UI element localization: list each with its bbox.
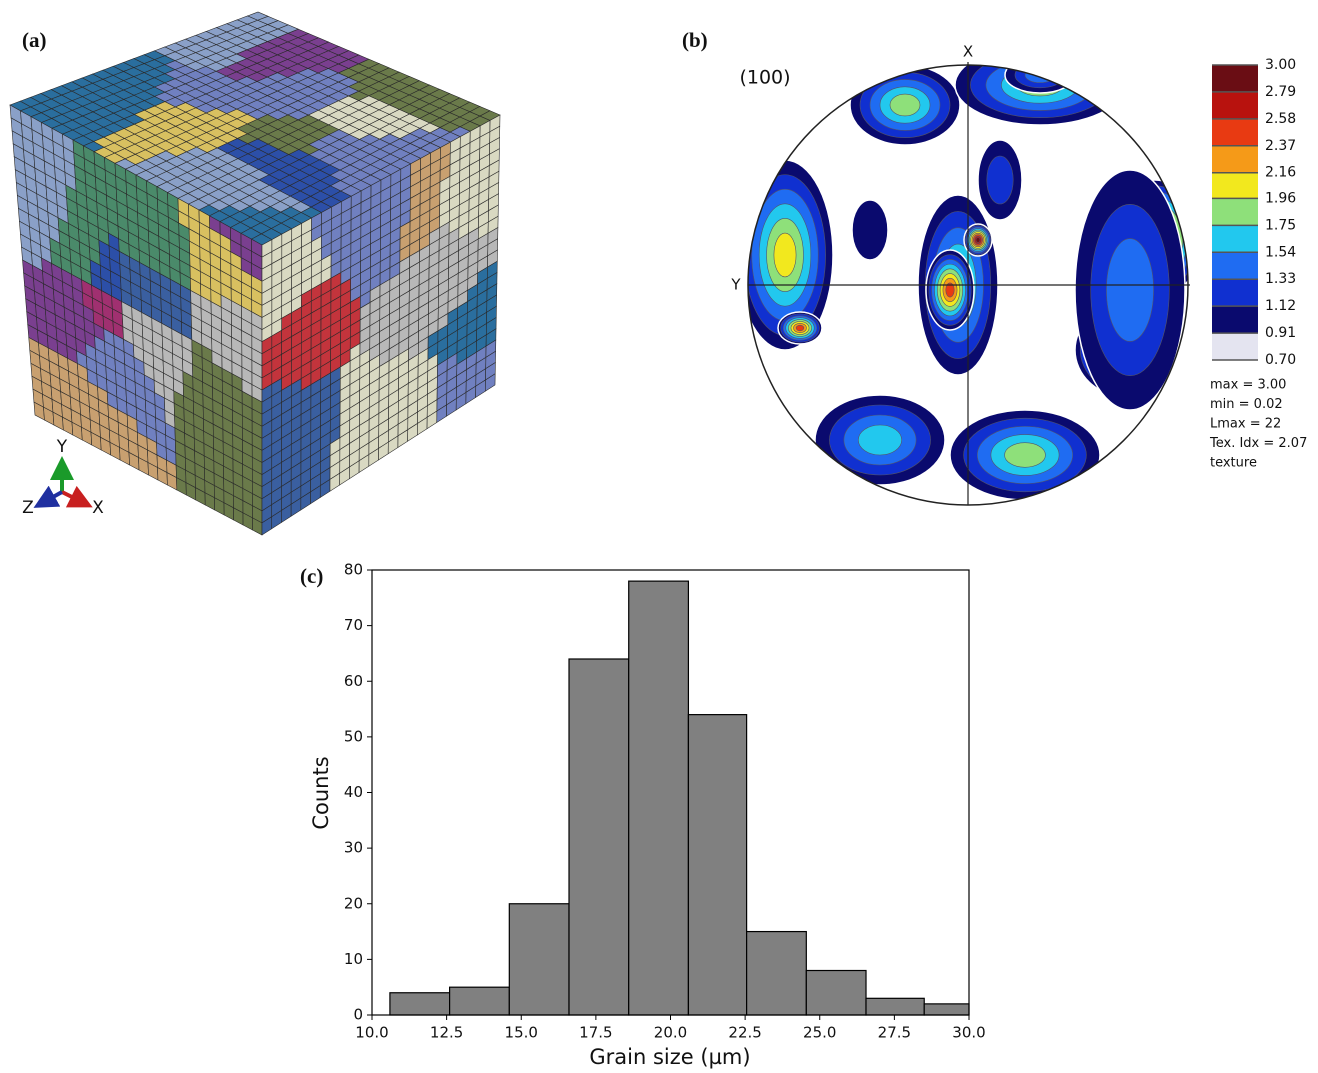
density-contour [976, 238, 980, 243]
y-axis-label: Counts [309, 756, 333, 829]
density-contour [858, 425, 901, 455]
colorbar-tick-label: 1.54 [1265, 244, 1296, 260]
density-contour [852, 200, 888, 260]
colorbar-band [1212, 279, 1258, 306]
colorbar-tick-label: 1.96 [1265, 190, 1296, 206]
bar [450, 987, 510, 1015]
y-tick-label: 50 [344, 727, 363, 745]
axis-triad: Y Z X [22, 437, 104, 518]
colorbar-band [1212, 65, 1258, 92]
stat: Lmax = 22 [1210, 417, 1281, 432]
y-tick-label: 70 [344, 616, 363, 634]
bar [509, 904, 569, 1015]
stat: min = 0.02 [1210, 397, 1283, 412]
density-contour [1106, 239, 1153, 342]
colorbar-tick-label: 2.79 [1265, 84, 1296, 100]
colorbar-band [1212, 146, 1258, 173]
colorbar-tick-label: 1.12 [1265, 298, 1296, 314]
density-contour [774, 233, 796, 277]
bar [688, 715, 746, 1015]
axis-name: Y [56, 437, 68, 457]
bar [924, 1004, 969, 1015]
y-tick-label: 20 [344, 894, 363, 912]
colorbar-tick-label: 0.70 [1265, 352, 1296, 368]
plane-label: (100) [739, 67, 790, 89]
colorbar-band [1212, 333, 1258, 360]
density-contour [1005, 443, 1046, 468]
colorbar-tick-label: 2.37 [1265, 138, 1296, 154]
colorbar-tick-label: 2.58 [1265, 111, 1296, 127]
x-tick-label: 27.5 [878, 1024, 911, 1042]
figure: (a) Y Z X (b) (100) X Y 0.70 0.91 1.12 1.33… [0, 0, 1318, 1073]
y-tick-label: 30 [344, 839, 363, 857]
colorbar-tick-label: 0.91 [1265, 325, 1296, 341]
axis-name: X [963, 43, 973, 61]
colorbar-tick-label: 2.16 [1265, 165, 1296, 181]
voxel-cube [10, 12, 500, 535]
x-tick-label: 20.0 [654, 1024, 687, 1042]
axis-name: Y [730, 276, 741, 294]
y-tick-label: 10 [344, 950, 363, 968]
x-tick-label: 10.0 [355, 1024, 388, 1042]
bar [747, 932, 807, 1015]
x-tick-label: 25.0 [803, 1024, 836, 1042]
bar [569, 659, 629, 1015]
x-tick-label: 12.5 [430, 1024, 463, 1042]
density-contour [796, 325, 804, 331]
x-tick-label: 22.5 [728, 1024, 761, 1042]
y-tick-label: 80 [344, 561, 363, 579]
colorbar-band [1212, 119, 1258, 146]
panel-label: (b) [682, 28, 708, 52]
x-tick-label: 17.5 [579, 1024, 612, 1042]
x-tick-label: 15.0 [505, 1024, 538, 1042]
stat: Tex. Idx = 2.07 [1209, 436, 1307, 451]
panel-label: (a) [22, 28, 47, 52]
y-tick-label: 60 [344, 672, 363, 690]
bar [390, 993, 450, 1015]
bar [629, 581, 689, 1015]
colorbar-band [1212, 306, 1258, 333]
y-tick-label: 0 [353, 1006, 363, 1024]
histogram: (c) Grain size (µm) Counts 0 10 20 30 40 50 60… [300, 561, 986, 1070]
colorbar-tick-label: 1.33 [1265, 271, 1296, 287]
panel-label: (c) [300, 564, 323, 588]
axis-name: X [92, 498, 104, 518]
colorbar-band [1212, 225, 1258, 252]
colorbar: 0.70 0.91 1.12 1.33 1.54 1.75 1.96 2.16 2.37 2.58… [1212, 57, 1296, 368]
colorbar-band [1212, 92, 1258, 119]
x-tick-label: 30.0 [952, 1024, 985, 1042]
colorbar-band [1212, 252, 1258, 279]
colorbar-band [1212, 198, 1258, 225]
bar [866, 998, 924, 1015]
stat: max = 3.00 [1210, 378, 1286, 393]
axis-name: Z [22, 498, 34, 518]
y-tick-label: 40 [344, 783, 363, 801]
bar [806, 971, 866, 1016]
stats: max = 3.00 min = 0.02 Lmax = 22 Tex. Idx = … [1209, 378, 1307, 471]
colorbar-tick-label: 3.00 [1265, 57, 1296, 73]
stat: texture [1210, 456, 1257, 471]
density-contour [987, 156, 1013, 204]
x-axis-label: Grain size (µm) [589, 1045, 750, 1069]
colorbar-tick-label: 1.75 [1265, 217, 1296, 233]
density-contour [890, 94, 920, 116]
colorbar-band [1212, 173, 1258, 199]
